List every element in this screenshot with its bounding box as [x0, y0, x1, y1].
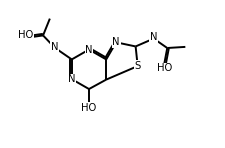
Text: S: S — [134, 61, 140, 71]
Text: HO: HO — [81, 103, 96, 113]
Text: N: N — [85, 45, 92, 55]
Text: N: N — [112, 37, 119, 47]
Text: N: N — [68, 74, 75, 84]
Text: N: N — [51, 42, 58, 52]
Text: HO: HO — [157, 63, 172, 73]
Text: HO: HO — [18, 30, 34, 40]
Text: N: N — [149, 32, 157, 42]
